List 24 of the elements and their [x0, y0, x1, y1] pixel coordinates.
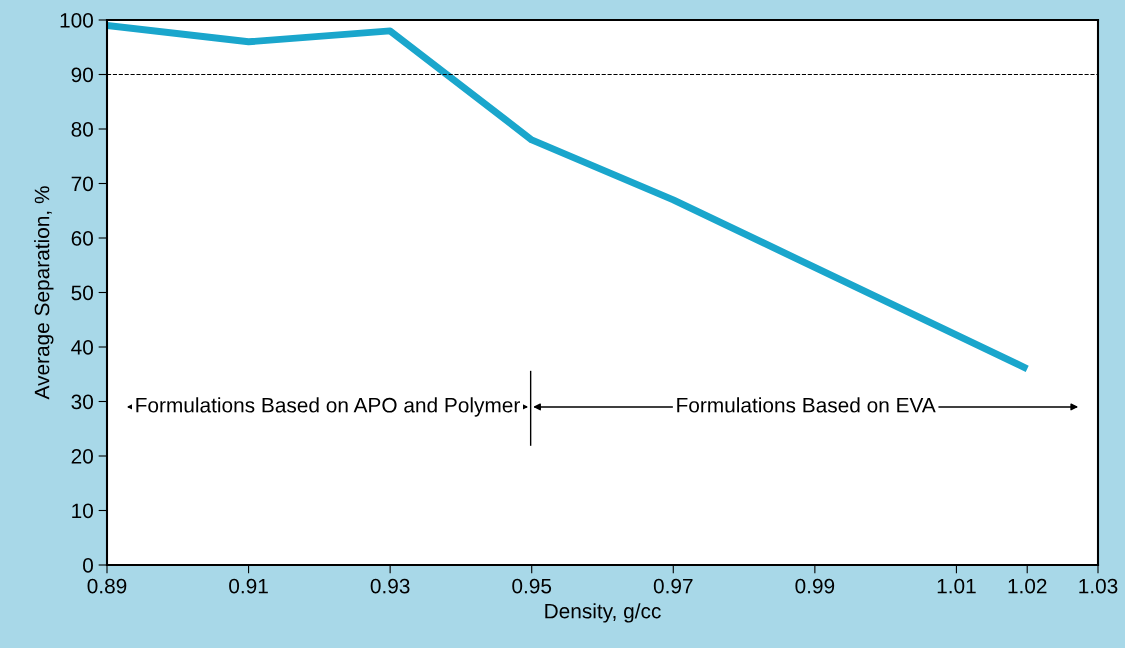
y-tick-label: 50 [71, 285, 93, 301]
x-tick-label: 1.01 [937, 578, 976, 594]
y-tick-label: 70 [71, 176, 93, 192]
y-tick-label: 10 [72, 503, 93, 519]
y-tick-label: 0 [83, 558, 93, 573]
y-tick-label: 20 [71, 449, 93, 464]
x-tick-label: 0.95 [512, 578, 552, 594]
x-tick-label: 0.93 [370, 578, 410, 594]
annotation: Formulations Based on APO and Polymer [136, 397, 520, 417]
y-tick-label: 80 [71, 122, 93, 137]
annotation: Formulations Based on EVA [677, 397, 936, 413]
x-tick-label: 1.02 [1008, 578, 1047, 594]
x-tick-label: 1.03 [1079, 578, 1118, 594]
y-axis-title: Average Separation, % [34, 186, 54, 400]
x-tick-label: 0.97 [653, 578, 693, 594]
y-tick-label: 100 [60, 13, 93, 28]
y-tick-label: 40 [71, 340, 93, 355]
y-tick-label: 60 [71, 231, 93, 246]
x-tick-label: 0.99 [795, 578, 835, 594]
x-axis-title: Density, g/cc [545, 603, 661, 623]
x-tick-label: 0.89 [87, 578, 127, 594]
x-tick-label: 0.91 [229, 578, 268, 594]
y-tick-label: 90 [71, 67, 93, 83]
y-tick-label: 30 [71, 394, 93, 410]
